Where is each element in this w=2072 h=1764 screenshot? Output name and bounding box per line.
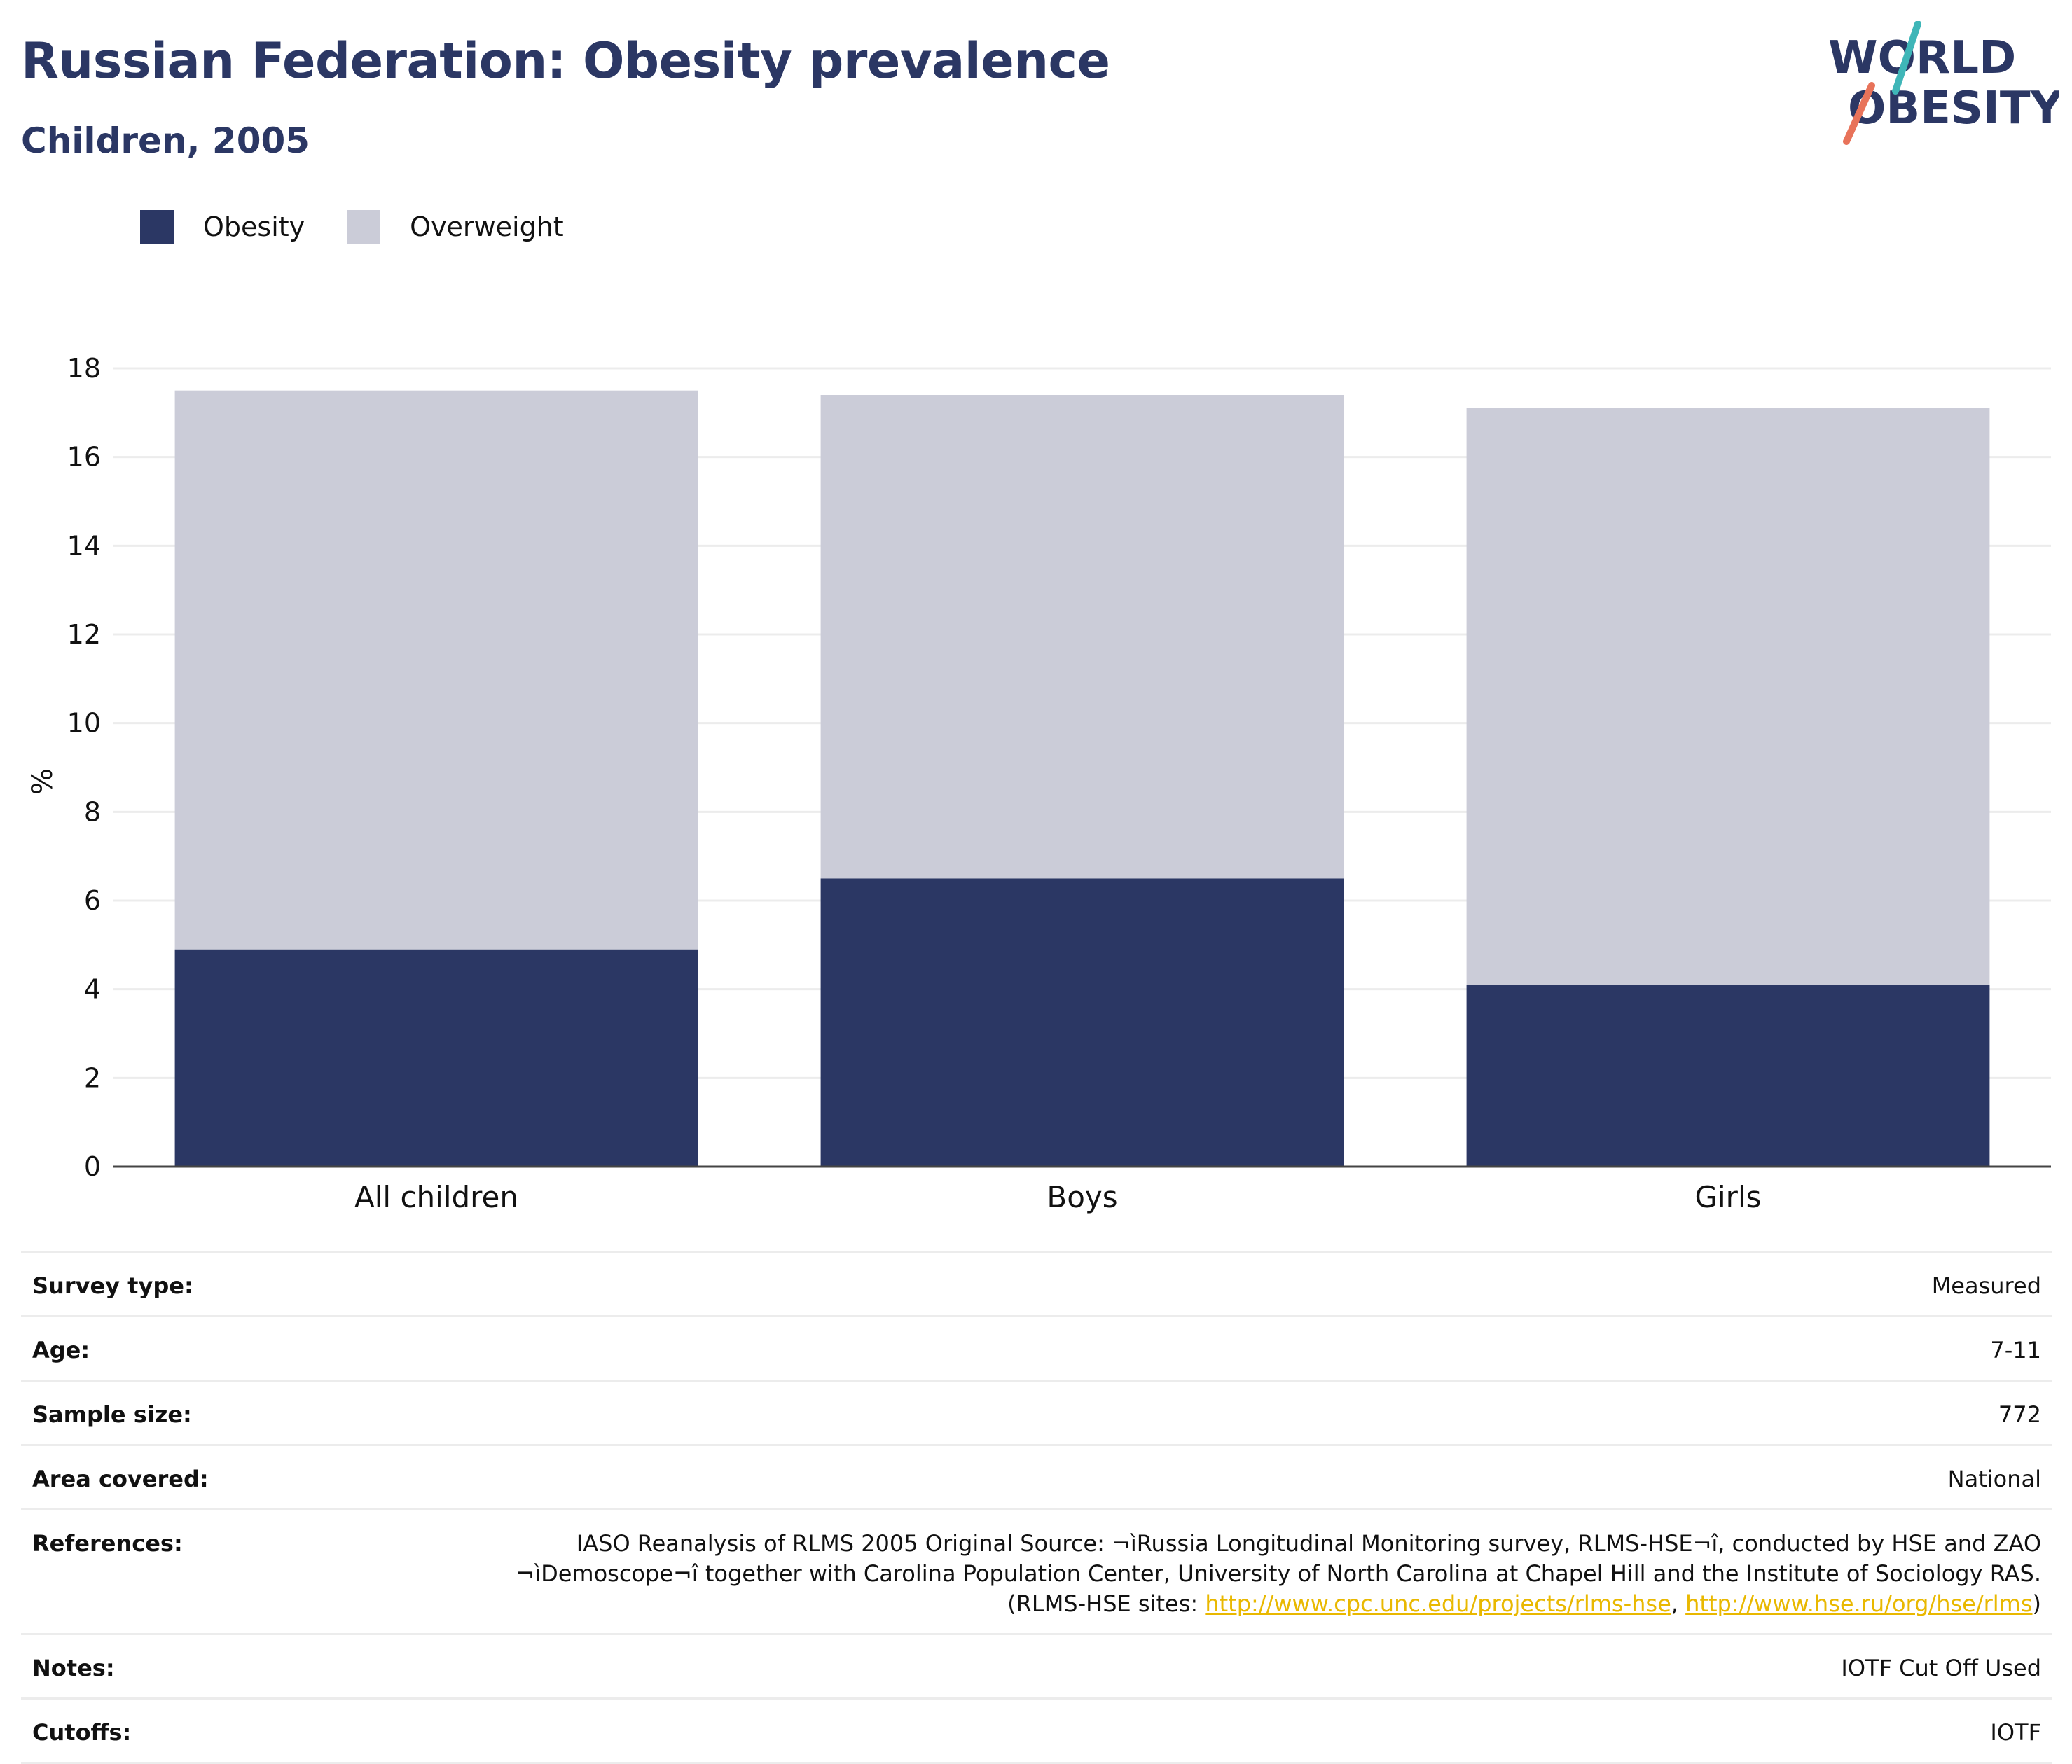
- meta-row-area: Area covered: National: [21, 1444, 2052, 1508]
- y-tick-label-14: 14: [67, 530, 101, 561]
- meta-label-age: Age:: [32, 1337, 90, 1363]
- page-title: Russian Federation: Obesity prevalence: [21, 32, 1110, 90]
- meta-row-references: References: IASO Reanalysis of RLMS 2005…: [21, 1508, 2052, 1633]
- references-link-hse[interactable]: http://www.hse.ru/org/hse/rlms: [1685, 1590, 2033, 1617]
- logo-slash-teal: [1892, 21, 1921, 95]
- y-axis-label: %: [27, 768, 59, 795]
- references-line-2: ¬ìDemoscope¬î together with Carolina Pop…: [516, 1560, 2041, 1587]
- legend-swatch-overweight: [347, 210, 381, 244]
- y-tick-label-18: 18: [67, 353, 101, 384]
- references-link-cpc[interactable]: http://www.cpc.unc.edu/projects/rlms-hse: [1205, 1590, 1671, 1617]
- x-tick-label-all-children: All children: [354, 1180, 518, 1214]
- legend-label-overweight: Overweight: [410, 211, 564, 242]
- meta-label-area: Area covered:: [32, 1466, 209, 1492]
- y-tick-label-2: 2: [84, 1062, 101, 1093]
- bar-overweight-girls: [1466, 408, 1990, 985]
- x-tick-label-girls: Girls: [1694, 1180, 1761, 1214]
- bar-obesity-boys: [820, 878, 1344, 1167]
- y-tick-label-0: 0: [84, 1151, 101, 1182]
- y-tick-label-16: 16: [67, 442, 101, 473]
- meta-value-area: National: [1947, 1466, 2041, 1492]
- meta-value-references: IASO Reanalysis of RLMS 2005 Original So…: [516, 1529, 2041, 1619]
- meta-label-sample-size: Sample size:: [32, 1401, 192, 1428]
- legend-swatch-obesity: [140, 210, 174, 244]
- bar-obesity-girls: [1466, 985, 1990, 1167]
- meta-value-cutoffs: IOTF: [1990, 1719, 2041, 1746]
- meta-value-sample-size: 772: [1998, 1401, 2041, 1428]
- y-tick-label-12: 12: [67, 619, 101, 650]
- logo-text-world: WORLD: [1828, 32, 2016, 84]
- logo-slash-coral: [1843, 82, 1875, 145]
- references-separator: ,: [1671, 1590, 1686, 1617]
- meta-row-age: Age: 7-11: [21, 1315, 2052, 1380]
- meta-label-notes: Notes:: [32, 1655, 115, 1681]
- meta-label-cutoffs: Cutoffs:: [32, 1719, 132, 1746]
- x-tick-label-boys: Boys: [1047, 1180, 1117, 1214]
- references-line-1: IASO Reanalysis of RLMS 2005 Original So…: [576, 1530, 2041, 1557]
- world-obesity-logo: WORLD OBESITY: [1828, 21, 2059, 145]
- bar-overweight-all-children: [174, 390, 698, 950]
- y-tick-label-10: 10: [67, 708, 101, 739]
- bar-overweight-boys: [820, 395, 1344, 879]
- legend-item-overweight[interactable]: Overweight: [347, 210, 564, 244]
- page-subtitle: Children, 2005: [21, 120, 310, 161]
- stacked-bar-chart: 0 2 4 6 8 10 12 14 16 18% All children Boys Girls: [27, 353, 2051, 1214]
- bar-obesity-all-children: [174, 949, 698, 1167]
- logo-text-obesity: OBESITY: [1848, 83, 2059, 134]
- legend-label-obesity: Obesity: [203, 211, 305, 242]
- meta-row-cutoffs: Cutoffs: IOTF: [21, 1697, 2052, 1764]
- meta-label-references: References:: [32, 1530, 183, 1557]
- y-tick-label-6: 6: [84, 885, 101, 916]
- meta-value-survey-type: Measured: [1931, 1272, 2041, 1299]
- meta-label-survey-type: Survey type:: [32, 1272, 193, 1299]
- meta-row-sample-size: Sample size: 772: [21, 1380, 2052, 1444]
- meta-row-notes: Notes: IOTF Cut Off Used: [21, 1633, 2052, 1697]
- meta-row-survey-type: Survey type: Measured: [21, 1251, 2052, 1315]
- references-line-3-prefix: (RLMS-HSE sites:: [1007, 1590, 1206, 1617]
- survey-metadata-table: Survey type: Measured Age: 7-11 Sample s…: [21, 1251, 2052, 1764]
- legend-item-obesity[interactable]: Obesity: [140, 210, 305, 244]
- meta-value-age: 7-11: [1990, 1337, 2041, 1363]
- y-tick-label-4: 4: [84, 974, 101, 1005]
- references-line-3-suffix: ): [2032, 1590, 2041, 1617]
- chart-legend: Obesity Overweight: [140, 209, 606, 245]
- y-tick-label-8: 8: [84, 796, 101, 827]
- meta-value-notes: IOTF Cut Off Used: [1841, 1655, 2041, 1681]
